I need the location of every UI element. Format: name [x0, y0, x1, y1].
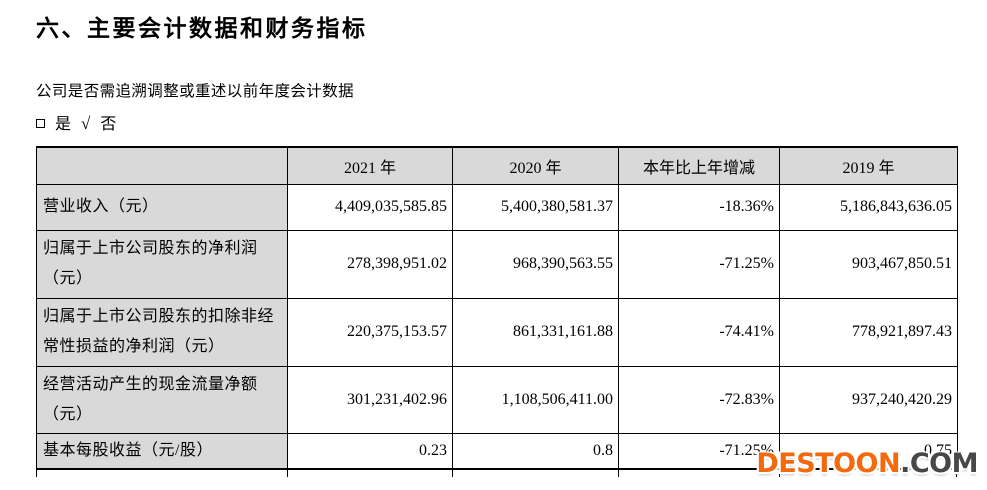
value-2019: 5,186,843,636.05 — [779, 183, 958, 231]
value-2019: 937,240,420.29 — [779, 365, 958, 434]
checkbox-unchecked-icon — [36, 119, 45, 128]
watermark: DESTOON.COM — [756, 450, 978, 478]
value-yoy-change: -71.25% — [618, 432, 780, 469]
value-yoy-change: -74.41% — [618, 297, 780, 367]
value-2019: 778,921,897.43 — [779, 297, 958, 367]
value-2019: 0.75 — [779, 432, 958, 469]
value-2021: 278,398,951.02 — [287, 229, 453, 299]
section-title: 六、主要会计数据和财务指标 — [36, 16, 368, 41]
watermark-brand-text: DESTOON — [756, 448, 901, 479]
col-header-2020: 2020 年 — [452, 146, 619, 185]
table-gridline-stubs — [36, 468, 957, 478]
value-2021: 4,409,035,585.85 — [287, 183, 453, 231]
col-header-indicator — [36, 146, 288, 185]
row-label: 经营活动产生的现金流量净额（元） — [36, 365, 288, 434]
table-header-row: 2021 年 2020 年 本年比上年增减 2019 年 — [36, 146, 958, 185]
table-row-revenue: 营业收入（元） 4,409,035,585.85 5,400,380,581.3… — [36, 183, 958, 231]
col-header-2019: 2019 年 — [779, 146, 958, 185]
value-2020: 861,331,161.88 — [452, 297, 619, 367]
table-row-net-profit: 归属于上市公司股东的净利润（元） 278,398,951.02 968,390,… — [36, 229, 958, 299]
value-2021: 301,231,402.96 — [287, 365, 453, 434]
value-yoy-change: -72.83% — [618, 365, 780, 434]
value-2021: 220,375,153.57 — [287, 297, 453, 367]
col-header-2021: 2021 年 — [287, 146, 453, 185]
col-header-yoy-change: 本年比上年增减 — [618, 146, 780, 185]
row-label: 营业收入（元） — [36, 183, 288, 231]
question-text: 公司是否需追溯调整或重述以前年度会计数据 — [36, 83, 355, 100]
answer-options: 是 √ 否 — [36, 114, 987, 134]
financial-indicators-table: 2021 年 2020 年 本年比上年增减 2019 年 营业收入（元） 4,4… — [36, 146, 958, 470]
value-2020: 1,108,506,411.00 — [452, 365, 619, 434]
value-2019: 903,467,850.51 — [779, 229, 958, 299]
value-yoy-change: -71.25% — [618, 229, 780, 299]
check-mark-icon: √ — [81, 114, 91, 133]
value-2020: 5,400,380,581.37 — [452, 183, 619, 231]
row-label: 归属于上市公司股东的净利润（元） — [36, 229, 288, 299]
table-row-basic-eps: 基本每股收益（元/股） 0.23 0.8 -71.25% 0.75 — [36, 432, 958, 469]
value-2020: 968,390,563.55 — [452, 229, 619, 299]
row-label: 归属于上市公司股东的扣除非经常性损益的净利润（元） — [36, 297, 288, 367]
table-row-operating-cash-flow: 经营活动产生的现金流量净额（元） 301,231,402.96 1,108,50… — [36, 365, 958, 434]
value-2021: 0.23 — [287, 432, 453, 469]
option-yes-label: 是 — [55, 116, 72, 133]
value-yoy-change: -18.36% — [618, 183, 780, 231]
watermark-suffix-text: .COM — [900, 448, 978, 479]
row-label: 基本每股收益（元/股） — [36, 432, 288, 469]
table-row-net-profit-excl-nonrecurring: 归属于上市公司股东的扣除非经常性损益的净利润（元） 220,375,153.57… — [36, 297, 958, 367]
option-no-label: 否 — [100, 116, 117, 133]
value-2020: 0.8 — [452, 432, 619, 469]
